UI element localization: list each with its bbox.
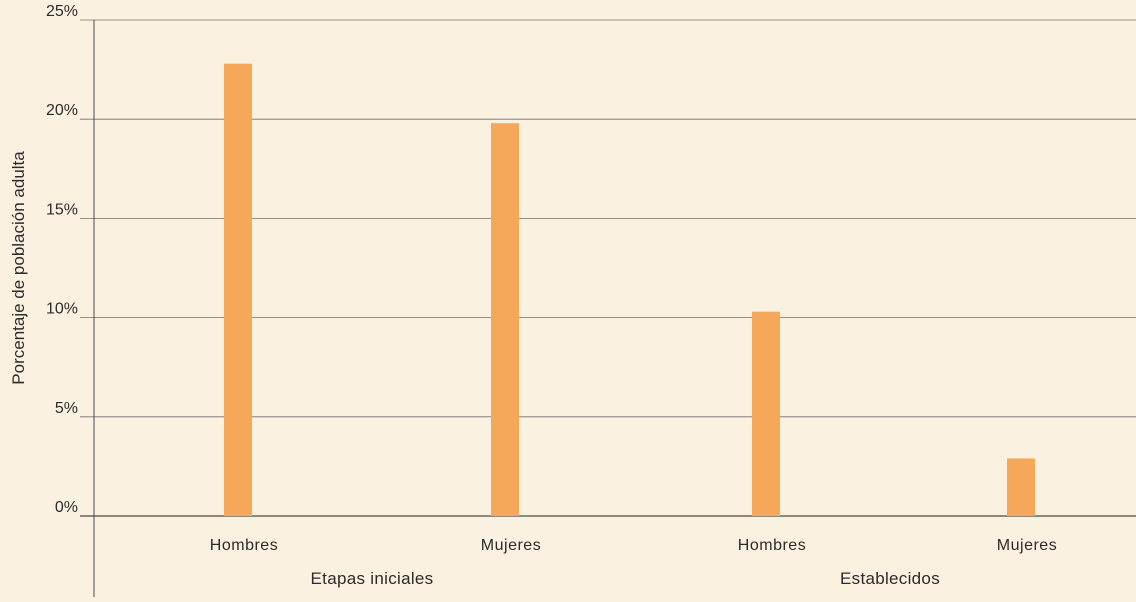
category-label: Hombres xyxy=(738,537,806,554)
bar xyxy=(1007,458,1035,516)
bars xyxy=(224,63,1035,516)
y-tick-labels: 0% 5% 10% 15% 20% 25% xyxy=(46,3,78,516)
group-labels: Etapas iniciales Establecidos xyxy=(311,569,940,588)
bar xyxy=(491,123,519,516)
y-tick-label: 5% xyxy=(55,400,78,417)
y-tick-label: 20% xyxy=(46,102,78,119)
category-label: Mujeres xyxy=(997,537,1057,554)
y-tick-label: 25% xyxy=(46,3,78,20)
bar xyxy=(752,311,780,516)
y-tick-label: 0% xyxy=(55,499,78,516)
category-label: Mujeres xyxy=(481,537,541,554)
y-axis-label: Porcentaje de población adulta xyxy=(9,151,28,385)
category-labels: Hombres Mujeres Hombres Mujeres xyxy=(210,537,1057,554)
y-tick-label: 10% xyxy=(46,301,78,318)
category-label: Hombres xyxy=(210,537,278,554)
gridlines xyxy=(80,19,1136,517)
y-tick-label: 15% xyxy=(46,201,78,218)
bar xyxy=(224,63,252,516)
group-label: Establecidos xyxy=(840,569,940,588)
group-label: Etapas iniciales xyxy=(311,569,434,588)
